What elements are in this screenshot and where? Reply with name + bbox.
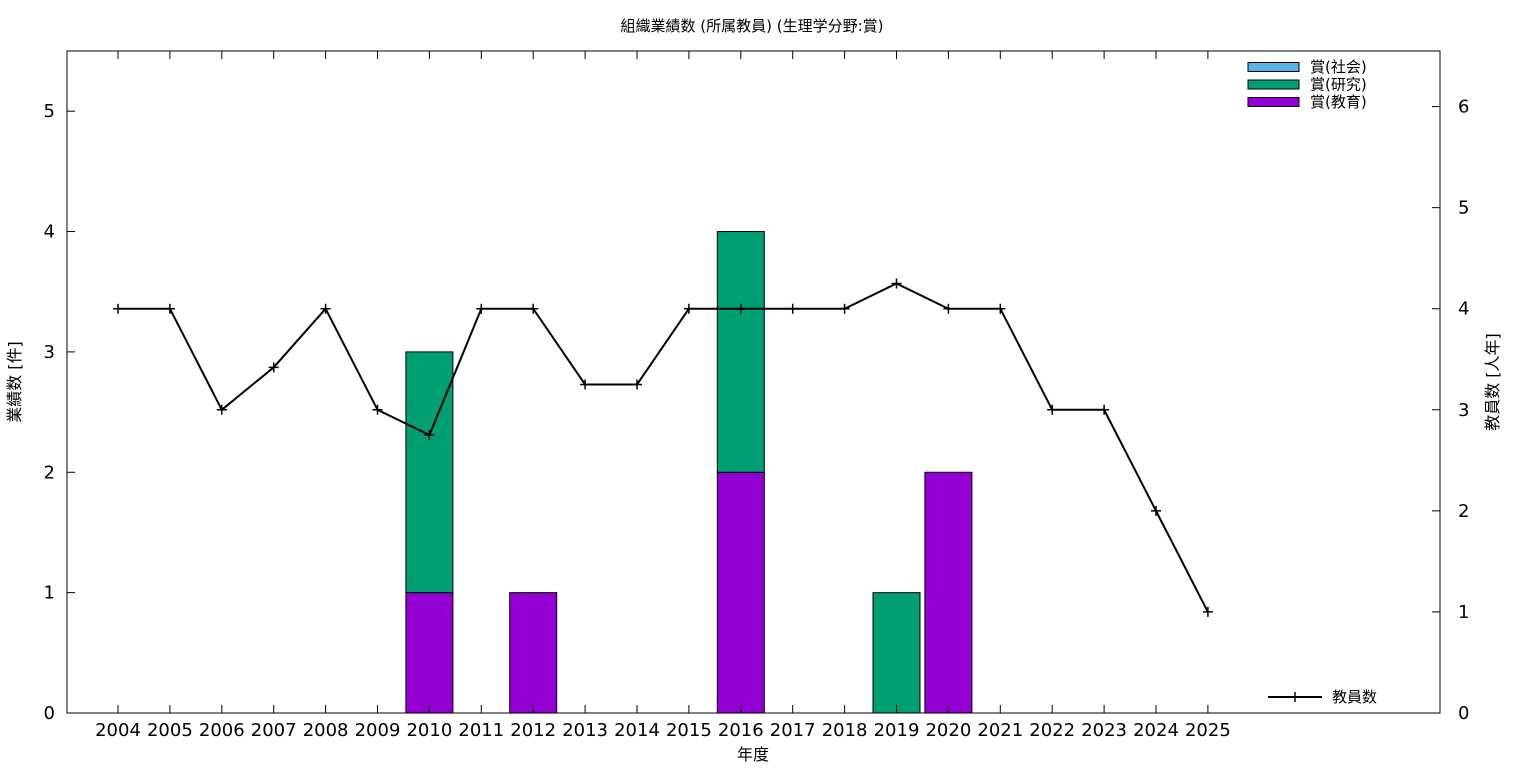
line-point-2007 [268,362,279,373]
bars-layer [405,231,973,714]
line-point-2015 [683,303,694,314]
line-point-2025 [1202,606,1213,617]
bar-1-2010 [405,351,454,594]
line-point-2014 [632,379,642,390]
x-tick-label: 2017 [770,720,816,741]
y2-tick-label: 6 [1458,97,1469,118]
line-legend-label: 教員数 [1332,688,1377,706]
y2-tick-label: 5 [1458,198,1469,219]
y-tick-label: 0 [44,703,55,724]
x-tick-label: 2011 [458,720,504,741]
line-point-2009 [372,404,383,415]
bar-0-2012 [509,592,558,714]
x-tick-label: 2015 [666,720,712,741]
y-tick-label: 2 [44,462,55,483]
line-point-2021 [995,303,1006,314]
line-point-2018 [839,303,850,314]
bar-0-2020 [924,471,973,714]
y2-tick-label: 3 [1458,400,1469,421]
line-layer [113,278,1213,617]
x-tick-label: 2020 [925,720,971,741]
plot-frame [66,50,1441,714]
y2-tick-label: 4 [1458,299,1469,320]
x-tick-label: 2025 [1185,720,1231,741]
x-tick-label: 2014 [614,720,660,741]
x-tick-label: 2024 [1133,720,1179,741]
line-point-2006 [216,404,227,415]
x-tick-label: 2012 [510,720,556,741]
x-tick-label: 2008 [303,720,349,741]
bar-0-2016 [716,471,765,714]
x-tick-label: 2019 [874,720,920,741]
legend-label: 賞(教育) [1310,93,1367,111]
ticks-layer: 2004 2005 2006 2007 2008 2009 2010 2011 2012 2013… [44,51,1469,741]
line-point-2022 [1047,404,1058,415]
line-teachers [118,282,1209,613]
line-point-2012 [528,303,539,314]
legend-swatch [1247,97,1300,107]
y-axis-title: 業績数 [件] [5,341,24,423]
x-tick-label: 2010 [406,720,452,741]
line-point-2016 [735,303,746,314]
legend-swatch [1247,79,1300,90]
x-tick-label: 2006 [199,720,245,741]
x-tick-label: 2021 [977,720,1023,741]
bar-1-2019 [872,592,921,714]
bar-1-2016 [716,231,765,473]
line-point-2020 [943,303,954,314]
line-point-2024 [1151,505,1161,516]
x-axis-title: 年度 [737,745,769,764]
y2-tick-label: 2 [1458,501,1469,522]
y2-axis-title: 教員数 [人年] [1483,333,1502,431]
y2-tick-label: 0 [1458,703,1469,724]
legend-swatch [1247,62,1300,72]
y-tick-label: 4 [44,222,55,243]
bar-0-2010 [405,592,454,714]
x-tick-label: 2005 [147,720,193,741]
legend-label: 賞(社会) [1310,58,1367,76]
line-point-2011 [476,303,487,314]
x-tick-label: 2009 [355,720,401,741]
y-tick-label: 1 [44,583,55,604]
x-tick-label: 2016 [718,720,764,741]
line-point-2008 [320,303,331,314]
legend-label: 賞(研究) [1310,76,1367,94]
x-tick-label: 2013 [562,720,608,741]
line-point-2010 [424,430,435,441]
line-point-2023 [1099,404,1110,415]
x-tick-label: 2004 [95,720,141,741]
line-point-2019 [891,278,902,289]
chart-title: 組織業績数 (所属教員) (生理学分野:賞) [621,17,884,35]
line-point-2005 [164,303,175,314]
y2-tick-label: 1 [1458,602,1469,623]
x-tick-label: 2023 [1081,720,1127,741]
line-legend: 教員数 [1268,688,1377,706]
legend: 賞(社会)賞(研究)賞(教育) [1247,58,1367,111]
y-tick-label: 3 [44,342,55,363]
y-tick-label: 5 [44,101,55,122]
line-point-2017 [787,303,798,314]
x-tick-label: 2022 [1029,720,1075,741]
line-point-2004 [113,303,123,314]
x-tick-label: 2007 [251,720,297,741]
line-legend-marker [1290,692,1300,702]
x-tick-label: 2018 [822,720,868,741]
line-point-2013 [580,379,591,390]
